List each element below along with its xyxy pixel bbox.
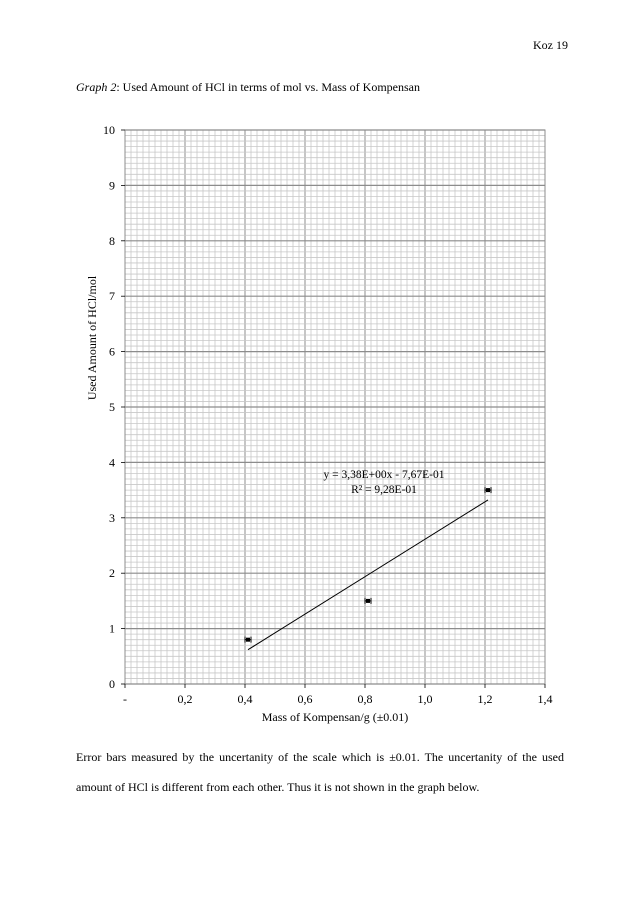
y-tick-label: 6 — [109, 345, 115, 359]
x-tick-label: 1,4 — [538, 692, 553, 706]
x-tick-label: - — [123, 692, 127, 706]
y-tick-label: 2 — [109, 566, 115, 580]
y-tick-label: 1 — [109, 622, 115, 636]
caption-label: Graph 2 — [76, 80, 117, 94]
page-header-number: Koz 19 — [533, 38, 568, 52]
y-tick-label: 0 — [109, 677, 115, 691]
caption-text: : Used Amount of HCl in terms of mol vs.… — [116, 80, 420, 94]
x-tick-label: 0,2 — [178, 692, 193, 706]
x-tick-label: 1,0 — [418, 692, 433, 706]
scatter-chart: - 0,2 0,4 0,6 0,8 1,0 1,2 1,4 0 1 2 3 4 5 6 7 8 9 10 y = 3… — [85, 123, 553, 724]
trendline-equation: y = 3,38E+00x - 7,67E-01 — [324, 469, 445, 481]
y-tick-label: 5 — [109, 400, 115, 414]
trendline-line — [247, 499, 489, 651]
graph-caption: Graph 2: Used Amount of HCl in terms of … — [76, 80, 420, 95]
y-tick-label: 10 — [103, 123, 115, 137]
y-tick-label: 7 — [109, 289, 115, 303]
chart-axes: - 0,2 0,4 0,6 0,8 1,0 1,2 1,4 0 1 2 3 4 5 6 7 8 9 10 — [103, 123, 553, 706]
data-points — [244, 487, 492, 643]
body-paragraph: Error bars measured by the uncertanity o… — [76, 750, 564, 794]
trendline-r2: R² = 9,28E-01 — [351, 484, 417, 496]
x-tick-label: 0,4 — [238, 692, 253, 706]
x-tick-label: 1,2 — [478, 692, 493, 706]
trendline-group — [247, 499, 489, 651]
y-tick-label: 8 — [109, 234, 115, 248]
x-axis-label: Mass of Kompensan/g (±0.01) — [262, 710, 409, 724]
x-tick-label: 0,6 — [298, 692, 313, 706]
y-tick-label: 9 — [109, 178, 115, 192]
chart-grid — [124, 129, 546, 685]
y-tick-label: 3 — [109, 511, 115, 525]
y-axis-label: Used Amount of HCl/mol — [85, 275, 99, 400]
data-point — [246, 637, 250, 642]
data-point — [366, 598, 370, 603]
y-tick-label: 4 — [109, 455, 115, 469]
x-tick-label: 0,8 — [358, 692, 373, 706]
data-point — [486, 488, 490, 493]
